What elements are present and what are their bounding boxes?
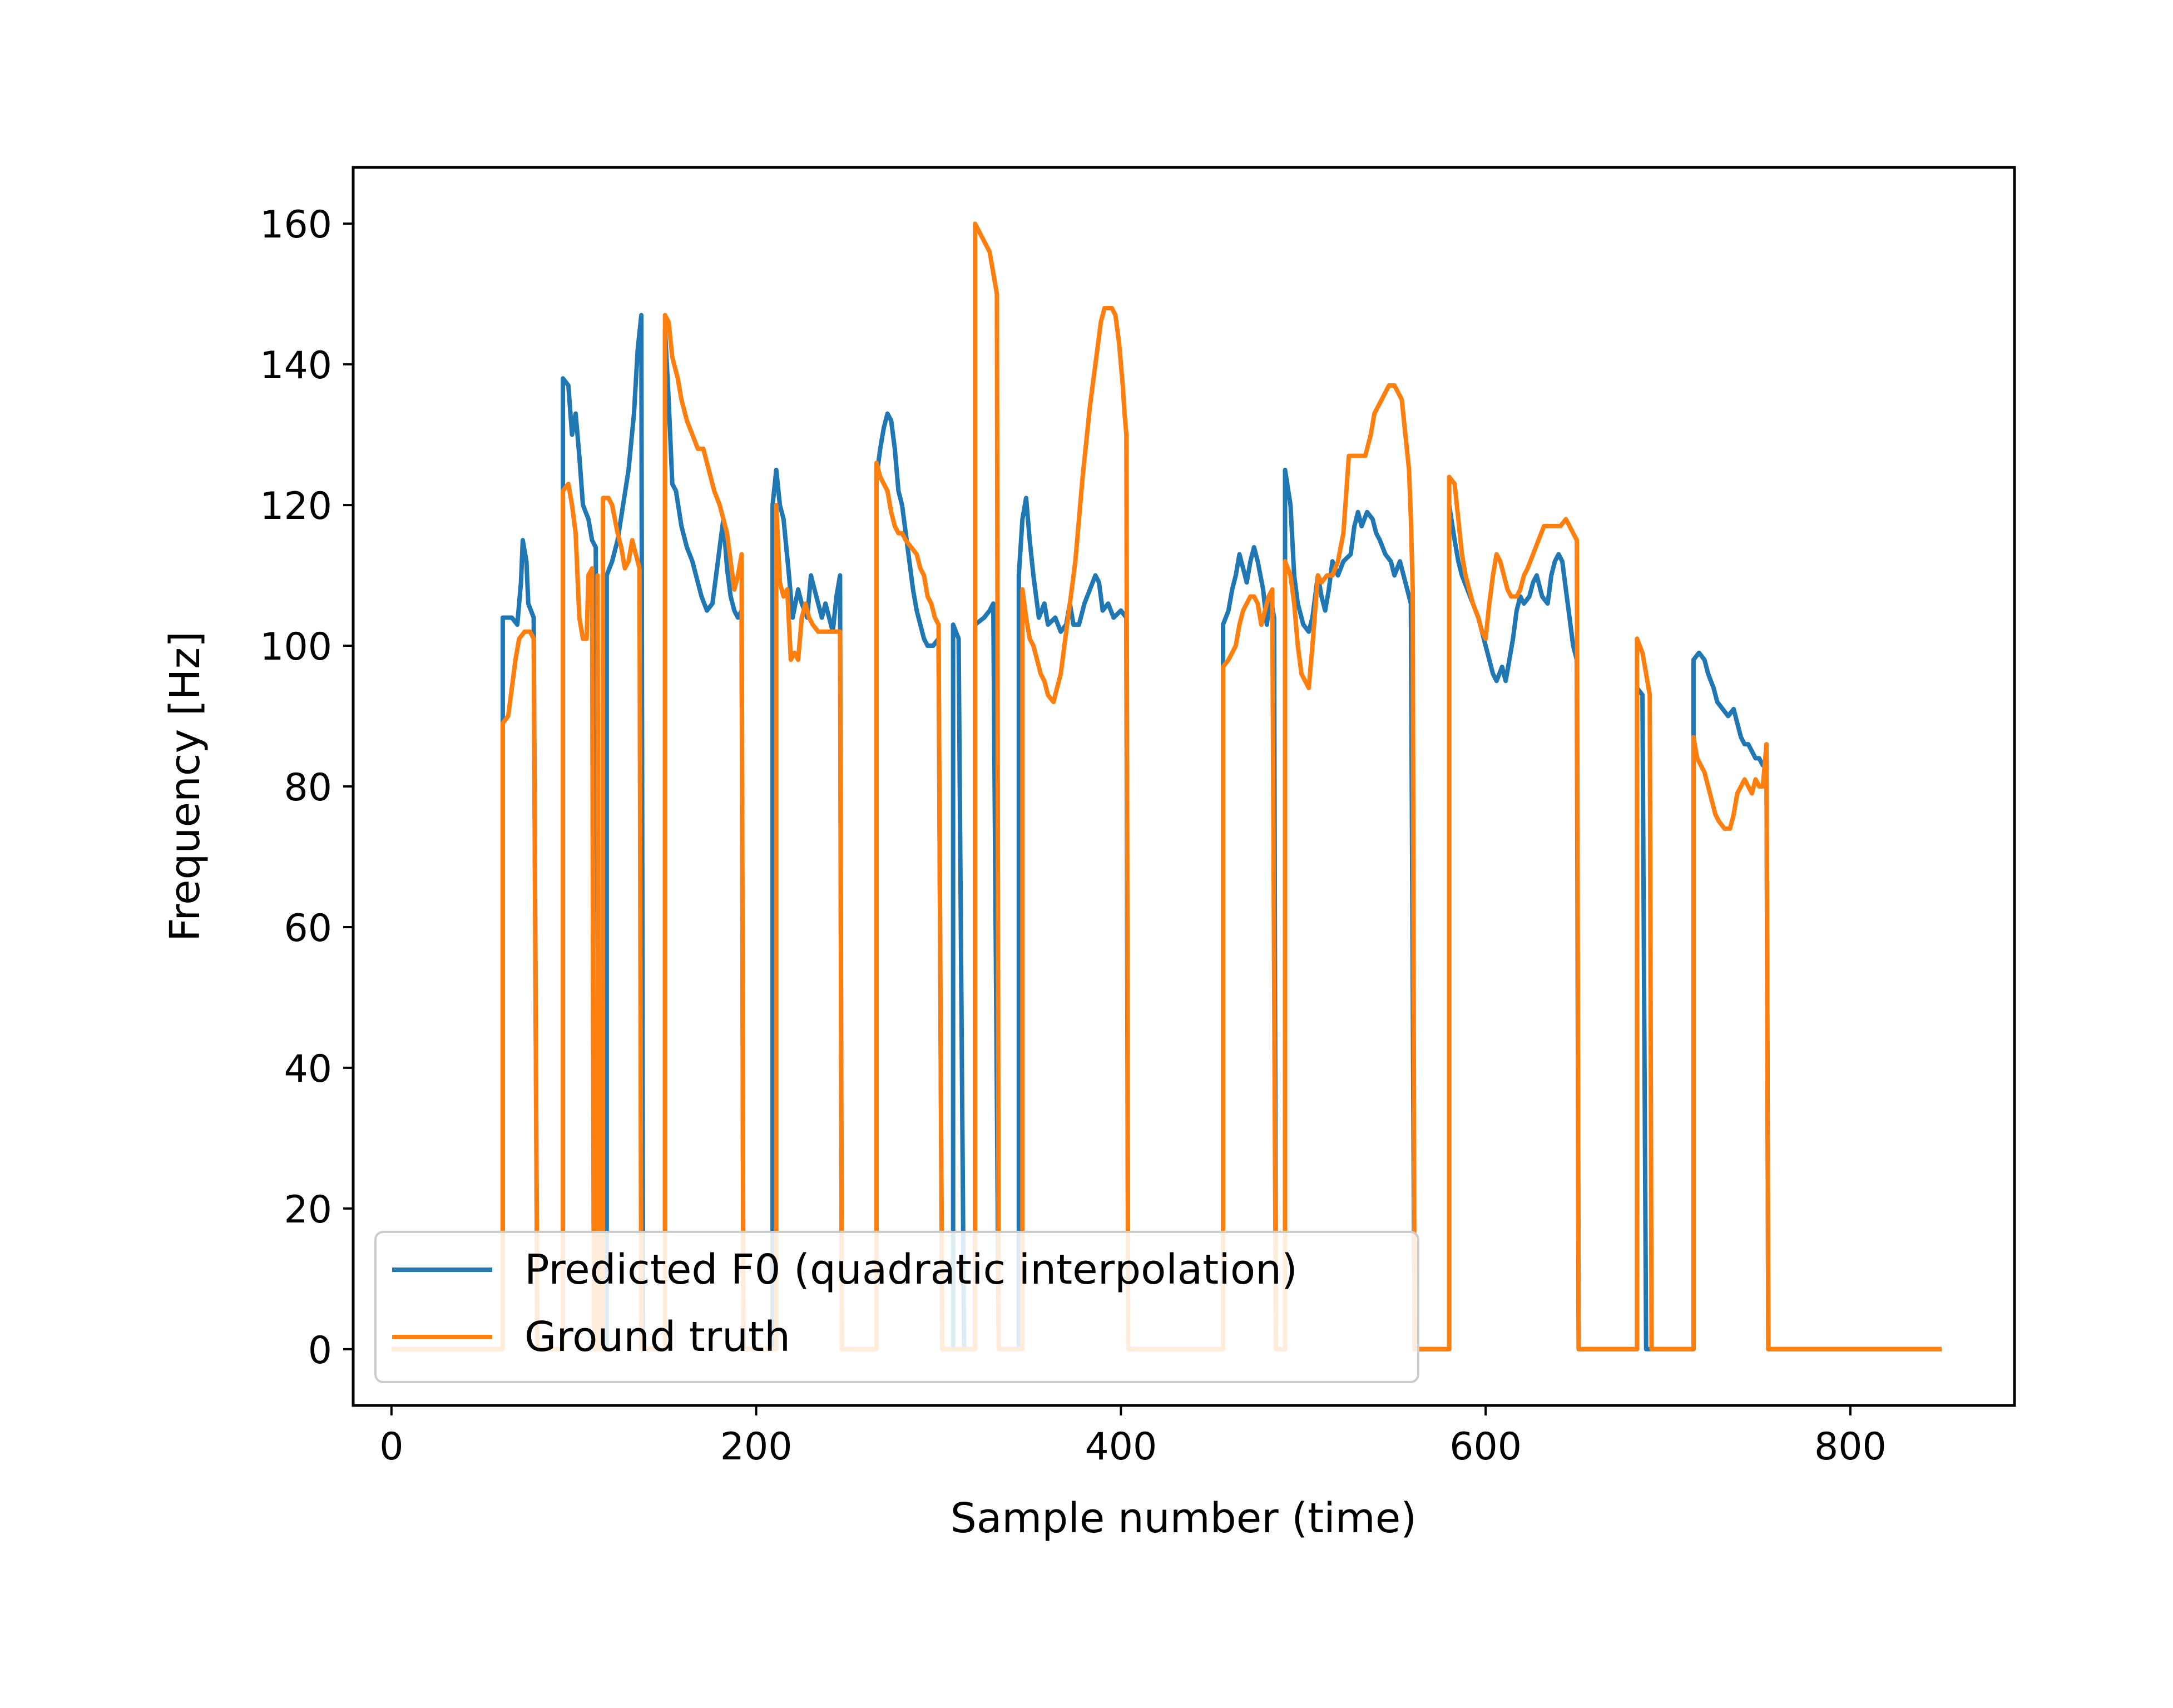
legend-label-ground-truth: Ground truth [524, 1313, 790, 1361]
x-tick-label: 600 [1449, 1425, 1522, 1469]
x-tick-label: 400 [1085, 1425, 1157, 1469]
y-axis-label: Frequency [Hz] [161, 631, 209, 942]
legend-label-predicted: Predicted F0 (quadratic interpolation) [524, 1246, 1298, 1294]
y-tick-label: 140 [260, 344, 332, 388]
y-axis: 0 20 40 60 80 100 120 140 160 [260, 203, 353, 1373]
y-tick-label: 20 [284, 1188, 332, 1232]
y-tick-label: 100 [260, 625, 332, 669]
y-tick-label: 60 [284, 907, 332, 950]
legend-box [374, 1231, 1419, 1383]
y-tick-label: 80 [284, 766, 332, 810]
legend: Predicted F0 (quadratic interpolation) G… [374, 1231, 1419, 1383]
y-tick-label: 120 [260, 484, 332, 528]
y-tick-label: 160 [260, 203, 332, 247]
x-tick-label: 200 [720, 1425, 793, 1469]
y-tick-label: 40 [284, 1047, 332, 1091]
y-tick-label: 0 [308, 1329, 332, 1373]
x-tick-label: 800 [1814, 1425, 1887, 1469]
x-axis-label: Sample number (time) [951, 1494, 1417, 1542]
series-line-1 [391, 221, 1942, 1351]
x-axis: 0 200 400 600 800 [379, 1405, 1887, 1469]
x-tick-label: 0 [379, 1425, 403, 1469]
series-line-0 [391, 313, 1942, 1351]
plot-lines [391, 221, 1942, 1351]
